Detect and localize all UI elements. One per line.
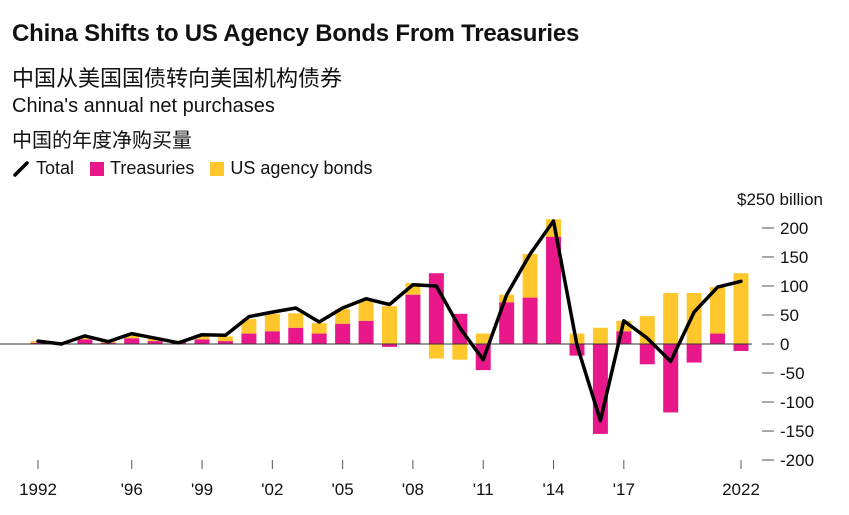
bar-treasuries-2006 [358,320,374,344]
bar-agency-2010 [452,344,468,360]
bar-agency-2000 [217,336,233,342]
bar-treasuries-2018 [639,344,655,365]
bar-treasuries-1994 [77,339,93,344]
bar-treasuries-2014 [546,236,562,344]
bar-treasuries-2007 [382,344,397,347]
legend-total-label: Total [36,158,75,178]
bar-treasuries-2020 [686,344,702,363]
y-tick-label--50: -50 [780,364,805,383]
bar-agency-2001 [241,319,257,334]
bar-treasuries-2001 [241,333,257,344]
x-tick-label-2014: '14 [542,480,564,499]
chart-subtitle: China's annual net purchases [12,95,275,117]
y-tick-label-250: $250 billion [737,190,823,209]
x-tick-label-2017: '17 [613,480,635,499]
bar-agency-2004 [311,323,327,334]
bar-agency-2022 [733,273,749,344]
bar-treasuries-1996 [124,338,140,344]
legend-item-total: Total [12,158,74,179]
y-tick-label-100: 100 [780,277,808,296]
legend-agency-label: US agency bonds [230,158,373,178]
y-tick-label-200: 200 [780,219,808,238]
bar-treasuries-1992 [30,342,46,344]
legend-treasuries-label: Treasuries [110,158,195,178]
bar-treasuries-2008 [405,294,421,344]
bar-treasuries-2002 [264,331,280,344]
bar-agency-1996 [124,334,140,339]
legend-treasuries-swatch [90,161,105,176]
bar-agency-2020 [686,292,702,344]
bar-treasuries-1999 [194,339,210,344]
series-total-line [36,219,743,423]
chart-subtitle-chinese: 中国从美国国债转向美国机构债券 [12,67,343,92]
chart-subtitle2-chinese: 中国的年度净购买量 [12,128,192,152]
y-tick-label-0: 0 [780,335,789,354]
bar-agency-2011 [475,333,491,344]
bar-treasuries-2000 [217,341,233,344]
x-tick-label-2022: 2022 [722,480,760,499]
bar-agency-2008 [405,283,421,295]
bar-treasuries-2012 [499,302,515,344]
x-tick-label-1992: 1992 [19,480,57,499]
y-tick-label-50: 50 [780,306,799,325]
bar-treasuries-2021 [710,333,726,344]
legend-total-line-icon [13,160,29,177]
bar-agency-2003 [288,313,304,328]
bar-agency-2005 [335,309,351,324]
legend-item-treasuries: Treasuries [90,158,194,179]
bar-treasuries-2004 [311,333,327,344]
bar-agency-1999 [194,335,210,340]
bar-agency-2009 [428,344,444,359]
chart-title: China Shifts to US Agency Bonds From Tre… [12,20,580,47]
x-tick-label-2011: '11 [473,480,494,499]
bar-agency-2016 [592,327,608,344]
y-tick-label--100: -100 [780,393,814,412]
bar-agency-2021 [710,287,726,334]
bar-treasuries-2019 [663,344,679,413]
legend-item-agency: US agency bonds [210,158,372,179]
legend-agency-swatch [210,161,225,176]
x-tick-label-2002: '02 [261,480,283,499]
bar-agency-2019 [663,292,679,344]
bar-agency-2002 [264,313,280,332]
bar-agency-2006 [358,300,374,321]
bar-treasuries-2005 [335,323,351,344]
chart-legend: Total Treasuries US agency bonds [12,158,388,179]
y-tick-label-150: 150 [780,248,808,267]
x-tick-label-1999: '99 [191,480,213,499]
bar-treasuries-1997 [147,341,163,344]
x-tick-label-1996: '96 [121,480,143,499]
y-tick-label--150: -150 [780,422,814,441]
bar-treasuries-2022 [733,344,749,351]
bar-agency-1994 [77,336,93,340]
x-tick-label-2008: '08 [402,480,424,499]
bar-agency-2007 [382,306,397,344]
bar-treasuries-2003 [288,327,304,344]
bar-agency-2013 [522,254,538,298]
bar-treasuries-2009 [428,273,444,344]
x-tick-label-2005: '05 [332,480,354,499]
bar-treasuries-2013 [522,297,538,344]
y-tick-label--200: -200 [780,451,814,470]
